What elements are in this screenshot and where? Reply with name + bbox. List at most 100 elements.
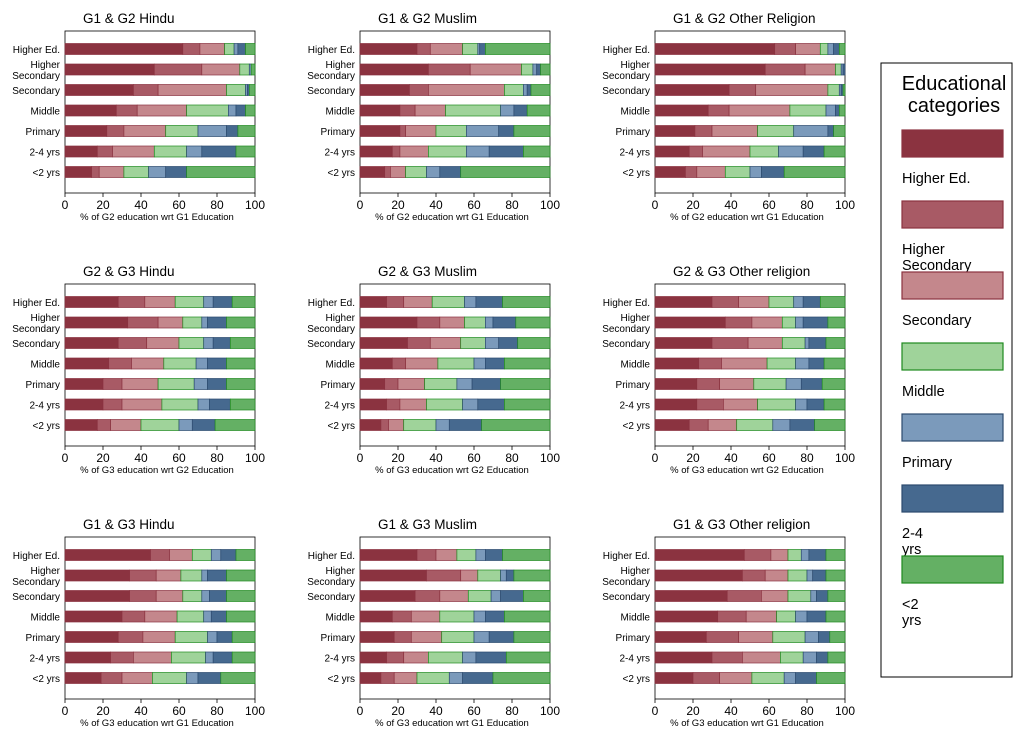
bar-segment (473, 610, 486, 623)
bar-segment (399, 145, 429, 158)
bar-segment (384, 166, 391, 178)
bar-segment (64, 84, 134, 96)
bar-segment (513, 631, 551, 643)
bar-segment (216, 631, 233, 643)
bar-segment (429, 43, 463, 55)
bar-segment (228, 104, 237, 117)
category-label: Secondary (602, 592, 650, 603)
bar-segment (182, 316, 203, 329)
legend-label: Higher Secondary (902, 242, 972, 274)
panel-title: G1 & G3 Muslim (378, 517, 477, 532)
bar-segment (397, 378, 425, 390)
bar-segment (245, 104, 256, 117)
bar-segment (462, 43, 479, 55)
bar-segment (106, 125, 125, 137)
bar-segment (431, 296, 465, 308)
bar-segment (403, 296, 433, 308)
x-tick-label: 100 (540, 704, 560, 718)
x-tick-label: 60 (467, 198, 481, 212)
bar-segment (838, 43, 846, 55)
bar-segment (64, 145, 98, 158)
x-axis-label: % of G3 education wrt G1 Education (670, 718, 824, 729)
bar-segment (517, 337, 551, 349)
bar-segment (226, 610, 256, 623)
bar-segment (163, 357, 197, 370)
bar-segment (235, 104, 246, 117)
category-label: Higher Secondary (307, 60, 355, 82)
bar-segment (485, 549, 503, 561)
bar-segment (405, 166, 427, 178)
x-tick-label: 60 (172, 704, 186, 718)
category-label: Higher Ed. (308, 298, 355, 309)
bar-segment (498, 337, 519, 349)
bar-segment (150, 549, 170, 561)
category-label: Higher Ed. (13, 551, 60, 562)
category-label: Higher Secondary (307, 313, 355, 335)
bar-segment (359, 104, 401, 117)
x-tick-label: 80 (210, 451, 224, 465)
bar-segment (460, 337, 486, 349)
bar-segment (171, 651, 206, 664)
bar-segment (426, 166, 441, 178)
category-label: 2-4 yrs (29, 654, 60, 665)
bar-segment (833, 125, 846, 137)
bar-segment (409, 84, 429, 96)
bar-segment (121, 378, 159, 390)
bar-segment (502, 549, 551, 561)
bar-segment (789, 419, 815, 431)
bar-segment (492, 316, 517, 329)
x-tick-label: 80 (505, 198, 519, 212)
category-label: Middle (31, 360, 61, 371)
bar-segment (654, 398, 698, 411)
bar-segment (781, 316, 796, 329)
bar-segment (91, 166, 100, 178)
bar-segment (827, 590, 846, 602)
category-label: Middle (326, 360, 356, 371)
x-axis-label: % of G3 education wrt G2 Education (375, 465, 529, 476)
bar-segment (753, 378, 787, 390)
bar-segment (505, 569, 515, 582)
category-label: <2 yrs (327, 168, 355, 179)
bar-segment (466, 145, 490, 158)
bar-segment (229, 337, 256, 349)
bar-segment (359, 378, 386, 390)
x-tick-label: 20 (96, 451, 110, 465)
bar-segment (654, 631, 707, 643)
panel-4: G2 & G3 Hindu Higher Ed. Higher Secondary Se… (12, 264, 265, 476)
bar-segment (64, 651, 111, 664)
bar-segment (774, 43, 796, 55)
bar-segment (654, 166, 686, 178)
bar-segment (437, 357, 475, 370)
bar-segment (235, 549, 256, 561)
x-tick-label: 60 (172, 198, 186, 212)
bar-segment (410, 631, 443, 643)
x-axis-label: % of G3 education wrt G1 Education (375, 718, 529, 729)
bar-segment (787, 549, 802, 561)
bar-segment (146, 337, 180, 349)
bar-segment (380, 672, 395, 684)
bar-segment (793, 125, 829, 137)
bar-segment (745, 610, 777, 623)
bar-segment (764, 569, 789, 582)
bar-segment (654, 104, 709, 117)
bar-segment (654, 84, 730, 96)
bar-segment (186, 145, 203, 158)
bar-segment (802, 145, 825, 158)
bar-segment (359, 569, 427, 582)
bar-segment (707, 104, 730, 117)
bar-segment (719, 672, 753, 684)
bar-segment (178, 337, 205, 349)
panel-1: G1 & G2 Hindu Higher Ed. Higher Secondary Se… (12, 11, 265, 223)
bar-segment (804, 631, 819, 643)
bar-segment (115, 104, 138, 117)
bar-segment (804, 337, 810, 349)
bar-segment (654, 419, 690, 431)
bar-segment (384, 378, 399, 390)
bar-segment (123, 166, 149, 178)
bar-segment (201, 590, 210, 602)
x-tick-label: 40 (134, 451, 148, 465)
bar-segment (359, 651, 387, 664)
bar-segment (475, 651, 507, 664)
bar-segment (816, 590, 829, 602)
bar-segment (654, 590, 728, 602)
